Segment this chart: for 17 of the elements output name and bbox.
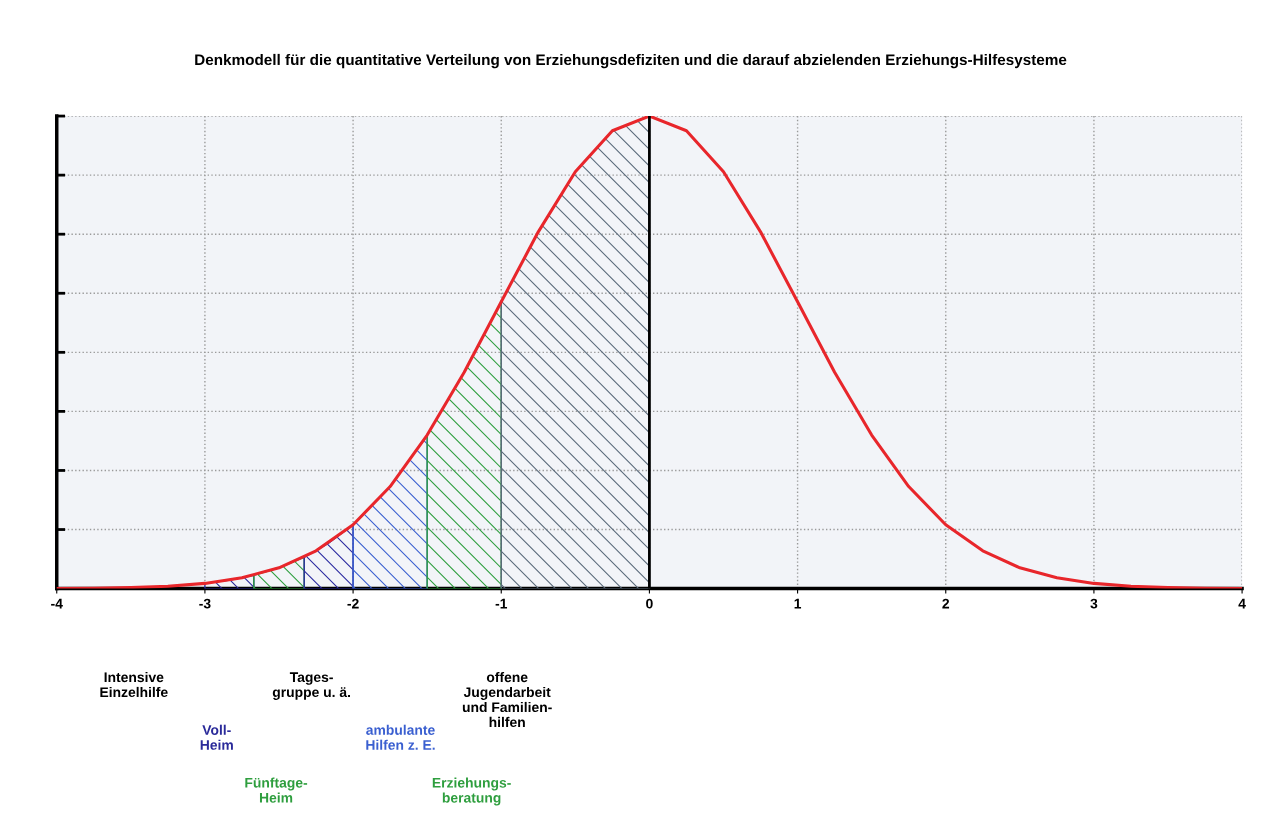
x-tick-label: -2 [347, 598, 359, 609]
text: Voll- Heim [200, 724, 233, 750]
x-tick-label: 3 [1090, 598, 1098, 609]
x-tick-label: -3 [199, 598, 211, 609]
chart-title: Denkmodell für die quantitative Verteilung von Erziehungsdefiziten und die darauf abzielenden Erziehungs-Hilfesysteme [195, 53, 1067, 69]
x-tick-label: -1 [495, 598, 508, 609]
x-tick-label: 0 [646, 598, 653, 609]
x-tick-label: 2 [942, 598, 950, 609]
x-tick-label: 4 [1238, 598, 1246, 609]
text: ambulante Hilfen z. E. [366, 724, 435, 750]
text: Erziehungs- beratung [432, 777, 511, 806]
text: Fünftage- Heim [245, 777, 308, 803]
text: Tages- gruppe u. ä. [272, 672, 350, 700]
text: Intensive Einzelhilfe [100, 671, 168, 698]
x-tick-label: -4 [51, 598, 63, 609]
text: offene Jugendarbeit und Familien- hilfen [462, 671, 552, 728]
x-tick-label: 1 [794, 598, 802, 609]
